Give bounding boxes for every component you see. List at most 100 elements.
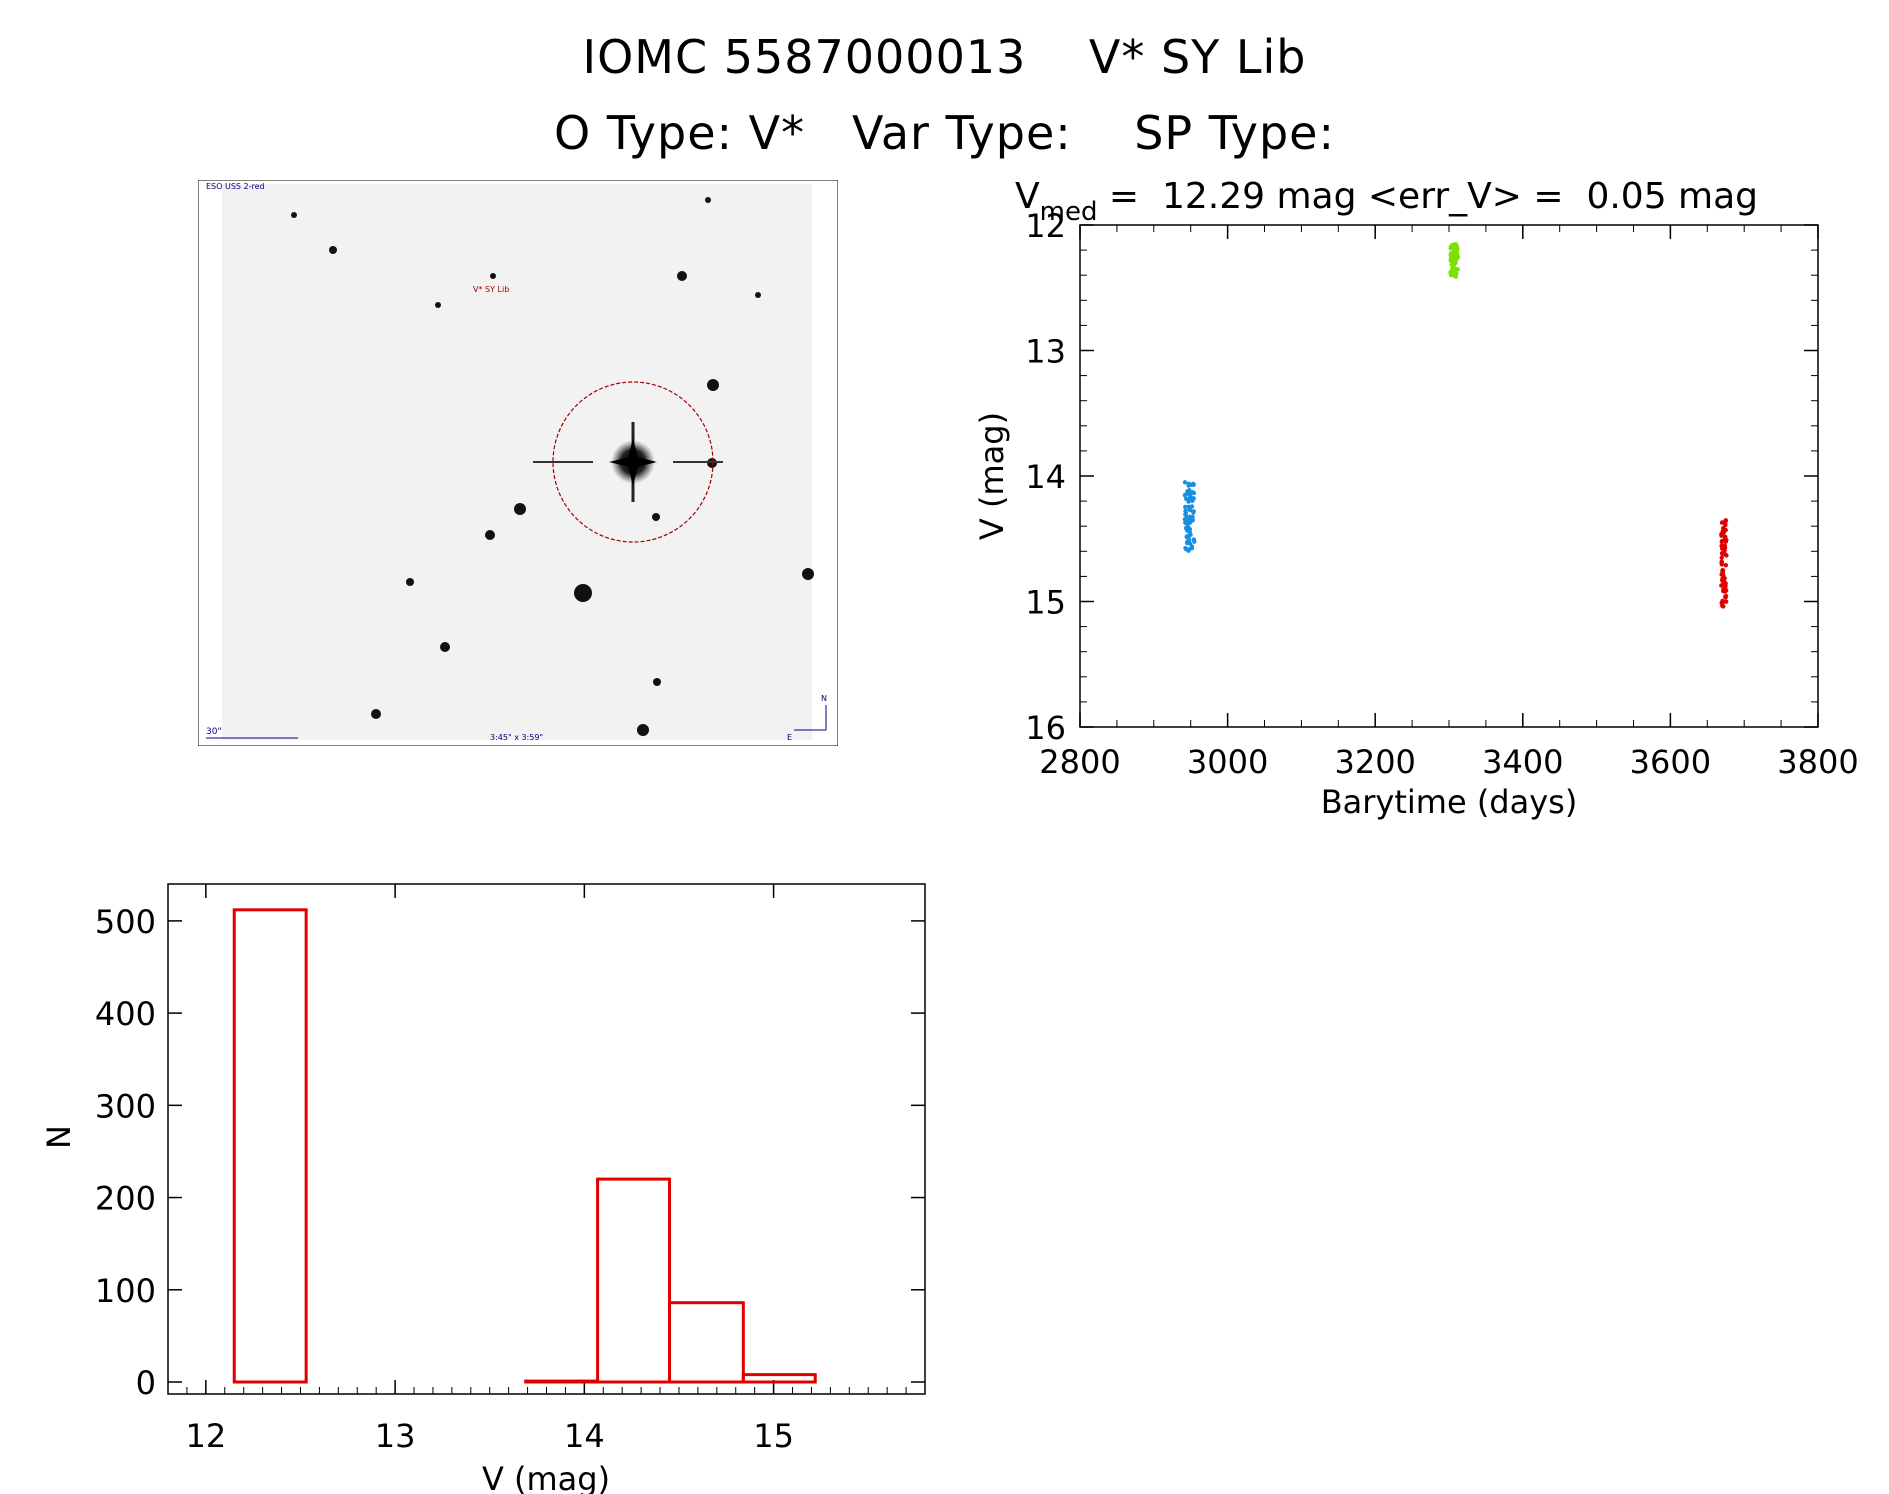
data-point (1722, 528, 1727, 533)
data-point (1182, 517, 1188, 522)
data-point (1722, 536, 1728, 541)
x-tick-label: 15 (753, 1417, 794, 1455)
data-point (1723, 599, 1729, 604)
histogram-axes: 12 13 14 15 0 100 200 300 400 500 (95, 884, 926, 1455)
finder-chart: ESO USS 2-red V* SY Lib 30" 3:45" x 3:59… (197, 179, 839, 747)
light-curve-axes: 2800 3000 3200 3400 3600 3800 12 13 14 15 16 (1025, 207, 1858, 781)
data-point (1719, 555, 1724, 560)
histogram-bar (596, 1177, 672, 1384)
field-star (371, 709, 381, 719)
field-star (514, 503, 526, 515)
field-star (637, 724, 649, 736)
data-point (1722, 543, 1727, 548)
x-tick-label: 14 (564, 1417, 605, 1455)
data-point (1449, 256, 1454, 261)
data-point (1448, 245, 1454, 250)
data-point (1187, 507, 1192, 512)
field-star (574, 584, 592, 602)
data-point (1186, 517, 1192, 522)
object-label: V* SY Lib (473, 285, 509, 294)
target-star (533, 422, 723, 502)
field-star (406, 578, 414, 586)
y-tick-label: 0 (136, 1364, 156, 1402)
field-star (707, 379, 719, 391)
light-curve-xlabel: Barytime (days) (1321, 783, 1578, 821)
data-point (1184, 534, 1189, 540)
data-point (1185, 525, 1190, 530)
histogram-bar (741, 1373, 817, 1384)
light-curve-points (1182, 242, 1729, 609)
svg-text:E: E (787, 733, 792, 742)
data-point (1185, 489, 1190, 494)
field-star (677, 271, 687, 281)
y-tick-label: 500 (95, 903, 156, 941)
y-tick-label: 13 (1025, 333, 1066, 371)
histogram-bar (232, 908, 308, 1384)
y-tick-label: 15 (1025, 584, 1066, 622)
data-point (1186, 499, 1191, 504)
data-point (1190, 514, 1195, 520)
y-tick-label: 100 (95, 1272, 156, 1310)
data-point (1190, 498, 1195, 503)
data-point (1187, 541, 1193, 546)
histogram-bar (668, 1301, 745, 1384)
data-point (1723, 522, 1728, 528)
data-point (1183, 512, 1188, 517)
field-star (435, 302, 441, 308)
data-point (1448, 270, 1453, 275)
histogram-bar (524, 1379, 600, 1384)
data-point (1188, 493, 1193, 499)
compass-icon: N E (787, 694, 827, 742)
coords-label: 3:45" x 3:59" (490, 733, 543, 742)
x-tick-label: 13 (375, 1417, 416, 1455)
y-tick-label: 300 (95, 1087, 156, 1125)
stats-label: Vmed = 12.29 mag <err_V> = 0.05 mag (1015, 176, 1758, 227)
histogram-frame (167, 883, 926, 1395)
data-point (1189, 504, 1195, 509)
y-tick-label: 400 (95, 995, 156, 1033)
x-tick-label: 3200 (1334, 743, 1415, 781)
data-point (1723, 563, 1729, 568)
data-point (1721, 581, 1726, 586)
data-point (1451, 268, 1456, 273)
field-star (329, 246, 337, 254)
field-star (440, 642, 450, 652)
light-curve-frame (1079, 224, 1819, 728)
target-circle (552, 381, 714, 543)
data-point (1182, 492, 1188, 498)
y-tick-label: 200 (95, 1180, 156, 1218)
data-point (1183, 504, 1188, 510)
data-point (1724, 588, 1729, 593)
survey-label: ESO USS 2-red (206, 182, 265, 191)
scale-label: 30" (206, 727, 222, 737)
field-star (802, 568, 814, 580)
light-curve-ylabel: V (mag) (973, 412, 1011, 540)
field-star (705, 197, 711, 203)
field-star (653, 678, 661, 686)
data-point (1724, 553, 1729, 558)
data-point (1723, 518, 1728, 523)
data-point (1720, 569, 1725, 575)
finder-chart-image: ESO USS 2-red V* SY Lib 30" 3:45" x 3:59… (197, 179, 839, 747)
field-star (490, 273, 496, 279)
data-point (1719, 600, 1724, 606)
data-point (1448, 252, 1453, 258)
data-point (1453, 248, 1459, 253)
field-star (291, 212, 297, 218)
data-point (1186, 547, 1191, 552)
data-point (1191, 490, 1197, 496)
data-point (1184, 521, 1190, 526)
x-tick-label: 3000 (1187, 743, 1268, 781)
histogram-bars (232, 908, 817, 1384)
data-point (1186, 481, 1192, 486)
data-point (1451, 271, 1457, 277)
svg-text:N: N (821, 694, 827, 703)
light-curve-chart: Vmed = 12.29 mag <err_V> = 0.05 mag 2800… (973, 176, 1859, 821)
x-tick-label: 3600 (1630, 743, 1711, 781)
data-point (1719, 546, 1725, 551)
x-tick-label: 3800 (1777, 743, 1858, 781)
chart-title: IOMC 5587000013 V* SY Lib (582, 30, 1307, 84)
data-point (1719, 533, 1724, 538)
data-point (1182, 480, 1188, 485)
data-point (1719, 560, 1724, 566)
